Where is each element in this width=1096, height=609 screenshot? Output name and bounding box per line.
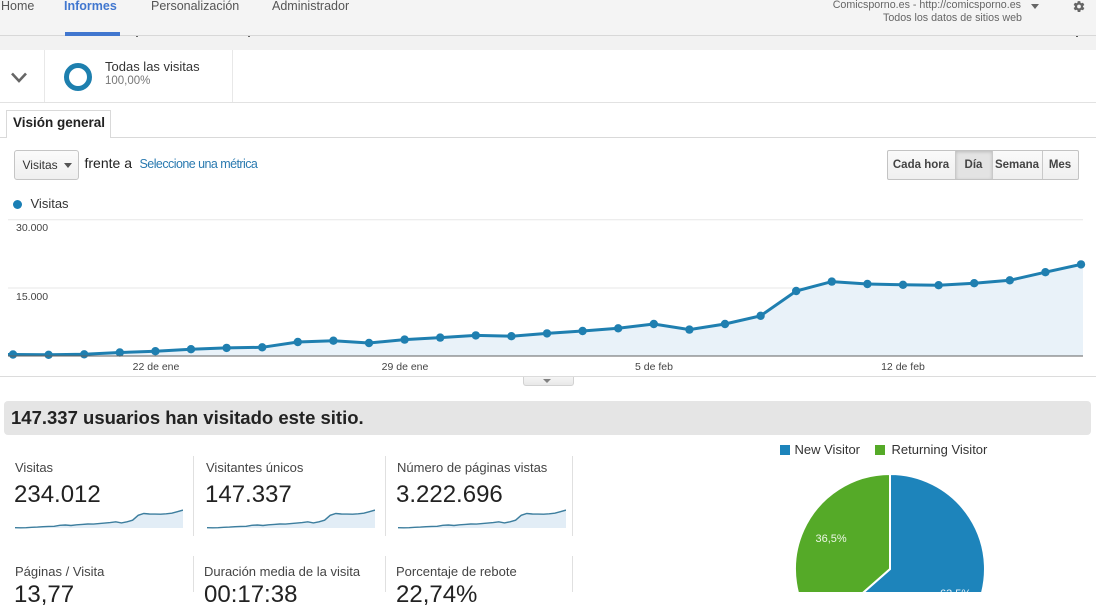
svg-text:36,5%: 36,5% xyxy=(816,533,847,545)
svg-text:63,5%: 63,5% xyxy=(940,588,971,592)
